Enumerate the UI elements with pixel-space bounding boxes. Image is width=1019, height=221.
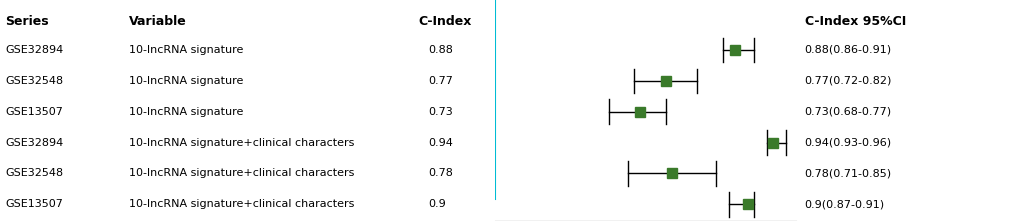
Text: 0.88(0.86-0.91): 0.88(0.86-0.91) [804, 45, 891, 55]
Text: 0.73: 0.73 [428, 107, 452, 117]
Text: 0.9(0.87-0.91): 0.9(0.87-0.91) [804, 199, 883, 210]
Text: 0.94: 0.94 [428, 137, 452, 148]
Text: 10-lncRNA signature+clinical characters: 10-lncRNA signature+clinical characters [128, 137, 354, 148]
Text: 10-lncRNA signature: 10-lncRNA signature [128, 76, 243, 86]
Text: 10-lncRNA signature+clinical characters: 10-lncRNA signature+clinical characters [128, 168, 354, 179]
Text: 10-lncRNA signature: 10-lncRNA signature [128, 107, 243, 117]
Text: 0.78(0.71-0.85): 0.78(0.71-0.85) [804, 168, 891, 179]
Text: 0.94(0.93-0.96): 0.94(0.93-0.96) [804, 137, 891, 148]
Text: 0.9: 0.9 [428, 199, 445, 210]
Text: 0.78: 0.78 [428, 168, 452, 179]
Text: GSE13507: GSE13507 [5, 107, 63, 117]
Text: 0.88: 0.88 [428, 45, 452, 55]
Text: Variable: Variable [128, 15, 186, 29]
Text: GSE32894: GSE32894 [5, 137, 63, 148]
Text: C-Index 95%CI: C-Index 95%CI [804, 15, 905, 29]
Text: 0.77(0.72-0.82): 0.77(0.72-0.82) [804, 76, 891, 86]
Text: 0.73(0.68-0.77): 0.73(0.68-0.77) [804, 107, 891, 117]
Text: 10-lncRNA signature: 10-lncRNA signature [128, 45, 243, 55]
Text: GSE32548: GSE32548 [5, 76, 63, 86]
Text: GSE32548: GSE32548 [5, 168, 63, 179]
Text: 10-lncRNA signature+clinical characters: 10-lncRNA signature+clinical characters [128, 199, 354, 210]
Text: Series: Series [5, 15, 49, 29]
Text: GSE32894: GSE32894 [5, 45, 63, 55]
Text: C-Index: C-Index [418, 15, 471, 29]
Text: 0.77: 0.77 [428, 76, 452, 86]
Text: GSE13507: GSE13507 [5, 199, 63, 210]
